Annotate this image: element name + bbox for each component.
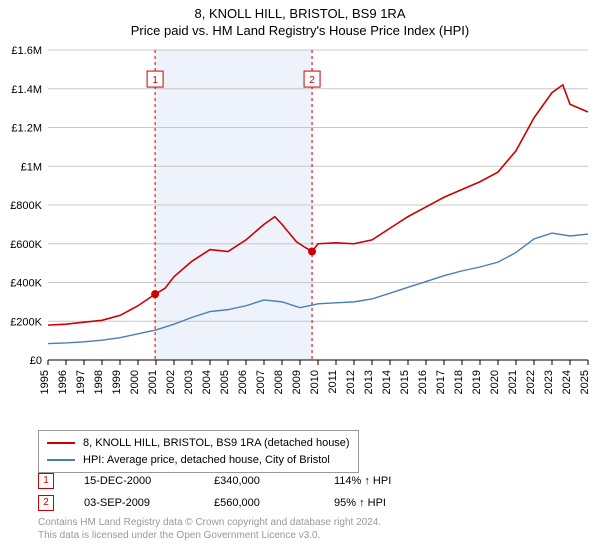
footer: Contains HM Land Registry data © Crown c… xyxy=(38,516,381,542)
svg-text:£1M: £1M xyxy=(21,161,42,173)
svg-text:2010: 2010 xyxy=(309,370,321,394)
legend-swatch xyxy=(47,459,75,461)
page-subtitle: Price paid vs. HM Land Registry's House … xyxy=(0,23,600,40)
svg-text:2023: 2023 xyxy=(543,370,555,394)
svg-text:2018: 2018 xyxy=(453,370,465,394)
svg-text:2021: 2021 xyxy=(507,370,519,394)
svg-text:£1.4M: £1.4M xyxy=(11,84,42,96)
page-title: 8, KNOLL HILL, BRISTOL, BS9 1RA xyxy=(0,6,600,23)
svg-text:1998: 1998 xyxy=(93,370,105,394)
svg-text:1: 1 xyxy=(152,75,158,86)
svg-text:£1.6M: £1.6M xyxy=(11,45,42,57)
svg-text:2008: 2008 xyxy=(273,370,285,394)
svg-text:2006: 2006 xyxy=(237,370,249,394)
svg-text:2001: 2001 xyxy=(147,370,159,394)
svg-text:2014: 2014 xyxy=(381,370,393,394)
svg-text:2024: 2024 xyxy=(561,370,573,394)
svg-text:1999: 1999 xyxy=(111,370,123,394)
svg-text:£200K: £200K xyxy=(10,316,42,328)
svg-text:2003: 2003 xyxy=(183,370,195,394)
svg-text:2004: 2004 xyxy=(201,370,213,394)
event-badge: 2 xyxy=(38,495,54,511)
legend-row: 8, KNOLL HILL, BRISTOL, BS9 1RA (detache… xyxy=(47,435,350,452)
svg-text:£800K: £800K xyxy=(10,200,42,212)
legend-swatch xyxy=(47,442,75,444)
svg-text:2025: 2025 xyxy=(579,370,591,394)
svg-text:2005: 2005 xyxy=(219,370,231,394)
event-hpi: 114% ↑ HPI xyxy=(334,475,434,487)
svg-text:2: 2 xyxy=(309,75,315,86)
svg-text:2019: 2019 xyxy=(471,370,483,394)
svg-text:2016: 2016 xyxy=(417,370,429,394)
svg-text:2011: 2011 xyxy=(327,370,339,394)
event-price: £340,000 xyxy=(214,475,304,487)
svg-text:£400K: £400K xyxy=(10,278,42,290)
legend-label: HPI: Average price, detached house, City… xyxy=(83,452,330,469)
price-chart: £0 £200K £400K £600K £800K £1M £1.2M £1.4M £1.6M… xyxy=(0,44,600,424)
svg-text:2002: 2002 xyxy=(165,370,177,394)
footer-line: This data is licensed under the Open Gov… xyxy=(38,529,381,542)
event-price: £560,000 xyxy=(214,497,304,509)
legend-label: 8, KNOLL HILL, BRISTOL, BS9 1RA (detache… xyxy=(83,435,350,452)
svg-text:2000: 2000 xyxy=(129,370,141,394)
event-badge: 1 xyxy=(38,473,54,489)
svg-text:£0: £0 xyxy=(30,355,42,367)
footer-line: Contains HM Land Registry data © Crown c… xyxy=(38,516,381,529)
svg-text:2009: 2009 xyxy=(291,370,303,394)
legend-row: HPI: Average price, detached house, City… xyxy=(47,452,350,469)
svg-text:1997: 1997 xyxy=(75,370,87,394)
svg-text:1996: 1996 xyxy=(57,370,69,394)
event-table: 1 15-DEC-2000 £340,000 114% ↑ HPI 2 03-S… xyxy=(38,470,434,514)
svg-text:2017: 2017 xyxy=(435,370,447,394)
svg-text:£1.2M: £1.2M xyxy=(11,123,42,135)
svg-text:2012: 2012 xyxy=(345,370,357,394)
svg-text:2013: 2013 xyxy=(363,370,375,394)
svg-text:1995: 1995 xyxy=(39,370,51,394)
legend: 8, KNOLL HILL, BRISTOL, BS9 1RA (detache… xyxy=(38,430,359,473)
event-date: 15-DEC-2000 xyxy=(84,475,184,487)
svg-text:2022: 2022 xyxy=(525,370,537,394)
svg-text:2020: 2020 xyxy=(489,370,501,394)
svg-text:2007: 2007 xyxy=(255,370,267,394)
event-row: 2 03-SEP-2009 £560,000 95% ↑ HPI xyxy=(38,492,434,514)
svg-text:2015: 2015 xyxy=(399,370,411,394)
svg-text:£600K: £600K xyxy=(10,239,42,251)
event-hpi: 95% ↑ HPI xyxy=(334,497,434,509)
event-date: 03-SEP-2009 xyxy=(84,497,184,509)
event-row: 1 15-DEC-2000 £340,000 114% ↑ HPI xyxy=(38,470,434,492)
